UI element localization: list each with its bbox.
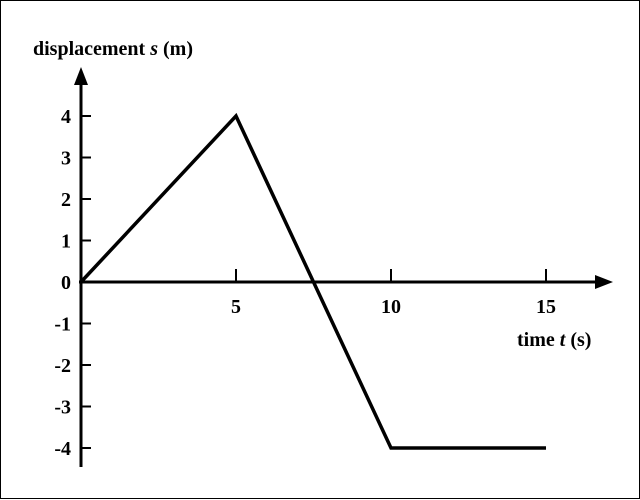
y-tick-label: -1 <box>54 314 71 336</box>
y-tick-label: -2 <box>54 355 71 377</box>
y-tick-label: 2 <box>61 189 71 211</box>
x-tick-label: 15 <box>536 296 556 318</box>
y-tick-label: -4 <box>54 438 71 460</box>
x-tick-label: 10 <box>381 296 401 318</box>
y-tick-label: 3 <box>61 148 71 170</box>
x-axis-arrow <box>595 275 613 289</box>
y-axis-title: displacement s (m) <box>33 38 193 60</box>
y-tick-label: 1 <box>61 231 71 253</box>
x-axis-title: time t (s) <box>517 329 591 351</box>
y-tick-label: 4 <box>61 106 71 128</box>
y-tick-label: 0 <box>61 272 71 294</box>
x-tick-label: 5 <box>231 296 241 318</box>
y-axis-arrow <box>74 67 88 85</box>
y-tick-label: -3 <box>54 397 71 419</box>
